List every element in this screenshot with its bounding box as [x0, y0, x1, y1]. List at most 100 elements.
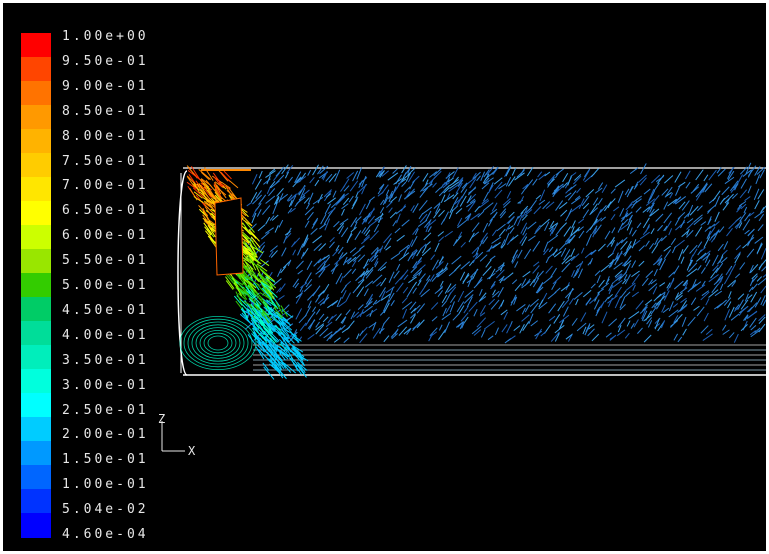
velocity-vector [445, 176, 451, 185]
velocity-vector [532, 265, 540, 274]
velocity-vector [447, 283, 457, 293]
velocity-vector [435, 269, 443, 276]
velocity-vector [491, 166, 499, 175]
jet-vector [243, 266, 251, 275]
velocity-vector [356, 286, 365, 298]
jet-vector [255, 291, 264, 300]
velocity-vector [629, 227, 633, 235]
velocity-vector [368, 322, 377, 329]
velocity-vector [490, 281, 496, 288]
velocity-vector [317, 290, 325, 297]
jet-vector [259, 292, 271, 300]
velocity-vector [553, 314, 561, 324]
velocity-vector [400, 269, 409, 280]
jet-vector [251, 307, 259, 317]
velocity-vector [548, 222, 559, 230]
velocity-vector [532, 240, 541, 252]
velocity-vector [614, 257, 619, 266]
colormap-tick-label: 5.50e-01 [62, 253, 149, 269]
graphics-viewport[interactable]: 1.00e+00 9.50e-01 9.00e-01 8.50e-01 8.00e-01… [3, 3, 766, 551]
jet-vector [255, 346, 265, 360]
velocity-vector [631, 229, 637, 237]
recirculation-loop [191, 324, 245, 362]
velocity-vector [482, 173, 490, 184]
velocity-vector [555, 168, 564, 176]
colormap-swatch [21, 489, 51, 514]
velocity-vector [400, 204, 406, 212]
velocity-vector [672, 196, 682, 204]
jet-vector [186, 181, 198, 190]
jet-vector [282, 327, 290, 337]
velocity-vector [746, 310, 758, 320]
velocity-vector [327, 315, 334, 324]
velocity-vector [513, 215, 519, 226]
velocity-vector [661, 188, 669, 196]
velocity-vector [260, 231, 270, 240]
velocity-vector [620, 241, 628, 250]
velocity-vector [448, 209, 454, 220]
velocity-vector [544, 171, 551, 177]
velocity-vector [362, 268, 369, 280]
velocity-vector [458, 177, 464, 185]
velocity-vector [380, 290, 386, 301]
velocity-vector [532, 178, 538, 186]
velocity-vector [478, 288, 483, 296]
velocity-vector [419, 286, 426, 295]
velocity-vector [324, 218, 331, 231]
velocity-vector [407, 171, 416, 183]
velocity-vector [278, 295, 285, 300]
velocity-vector [612, 279, 623, 288]
jet-vector [258, 310, 266, 323]
velocity-vector [574, 174, 582, 181]
velocity-vector [673, 313, 683, 324]
velocity-vector [305, 278, 313, 288]
velocity-vector [492, 289, 496, 296]
velocity-vector [458, 305, 465, 314]
velocity-vector [373, 249, 379, 259]
velocity-vector [491, 202, 498, 212]
velocity-vector [246, 201, 253, 207]
velocity-vector [418, 273, 426, 282]
jet-vector [203, 222, 213, 235]
jet-vector [215, 184, 227, 199]
velocity-vector [758, 314, 766, 322]
velocity-vector [257, 224, 266, 232]
velocity-vector [437, 268, 449, 278]
velocity-vector [707, 208, 712, 214]
velocity-vector [496, 223, 506, 232]
velocity-vector [693, 214, 703, 223]
velocity-vector [488, 298, 496, 306]
velocity-vector [751, 275, 758, 283]
velocity-vector [730, 180, 739, 192]
velocity-vector [366, 308, 378, 317]
velocity-vector [433, 202, 441, 209]
jet-vector [241, 218, 253, 227]
velocity-vector [681, 316, 687, 327]
velocity-vector [570, 248, 576, 258]
colormap-tick-label: 4.50e-01 [62, 302, 149, 318]
velocity-vector [743, 206, 748, 214]
velocity-vector [655, 295, 666, 306]
colormap-swatch [21, 393, 51, 418]
jet-vector [265, 336, 277, 351]
jet-vector [253, 325, 265, 336]
jet-vector [195, 180, 203, 190]
velocity-vector [252, 194, 263, 205]
velocity-vector [294, 282, 300, 289]
velocity-vector [740, 299, 749, 310]
jet-vector [256, 337, 267, 353]
velocity-vector [521, 207, 528, 218]
velocity-vector [275, 166, 285, 177]
jet-vector [259, 319, 270, 331]
jet-vector [188, 174, 199, 189]
velocity-vector [315, 323, 325, 331]
colormap-swatch [21, 441, 51, 466]
velocity-vector [365, 269, 374, 279]
jet-vector [242, 222, 252, 236]
velocity-vector [289, 207, 296, 213]
velocity-vector [563, 226, 572, 237]
velocity-vector [663, 245, 671, 252]
velocity-vector [570, 226, 581, 237]
velocity-vector [577, 260, 584, 271]
velocity-vector [416, 319, 425, 329]
